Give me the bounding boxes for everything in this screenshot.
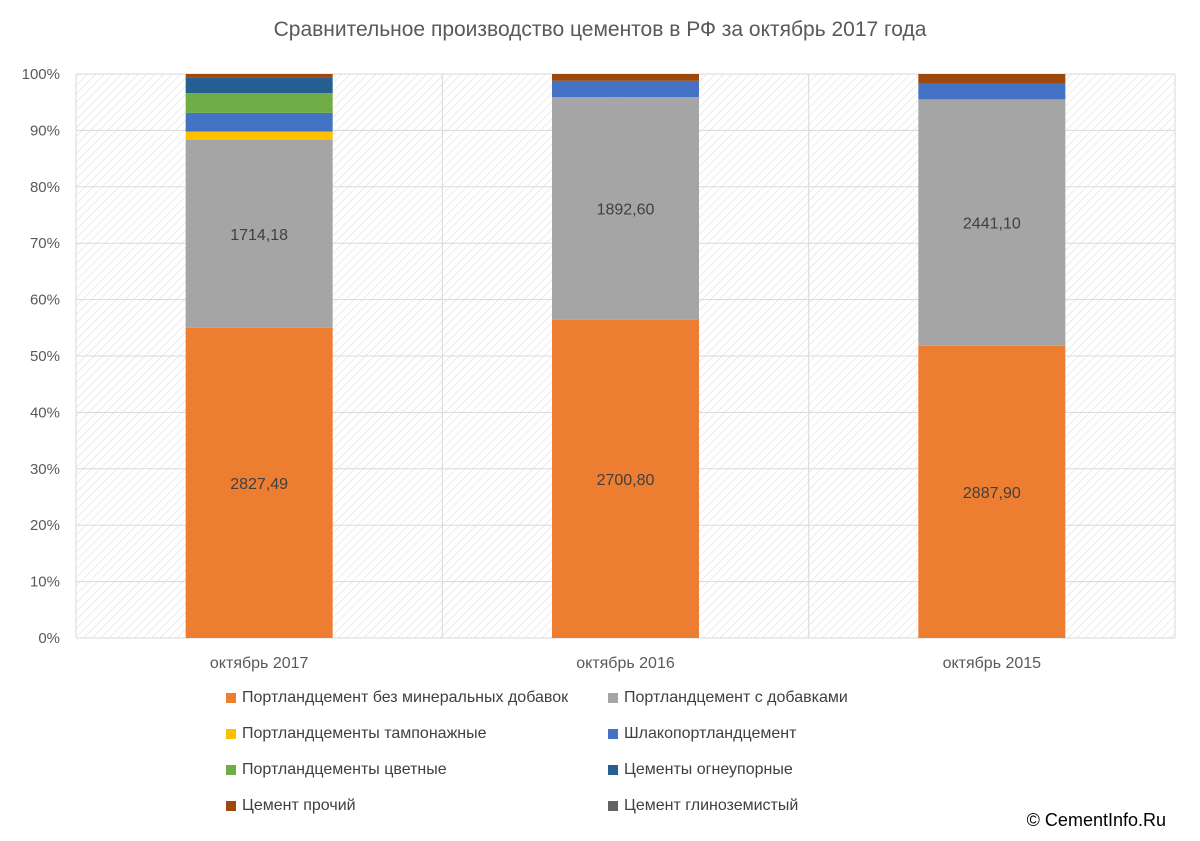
bar-segment — [185, 327, 333, 638]
x-tick-label: октябрь 2015 — [943, 655, 1042, 672]
legend-label: Портландцемент с добавками — [624, 689, 848, 706]
bar-segment — [552, 74, 699, 81]
bar-segment — [185, 93, 333, 113]
bar-segment — [552, 319, 699, 638]
bar-segment — [552, 80, 699, 98]
legend-item: Портландцементы тампонажные — [226, 722, 487, 746]
bar-segment — [918, 74, 1066, 84]
legend-label: Цемент прочий — [242, 797, 356, 814]
legend-item: Цемент прочий — [226, 794, 356, 818]
data-label: 1714,18 — [230, 227, 288, 244]
y-tick-label: 70% — [30, 235, 60, 252]
y-tick-label: 100% — [22, 66, 60, 83]
bar-segment — [918, 83, 1066, 100]
bar-segment — [185, 139, 333, 328]
legend-label: Цемент глиноземистый — [624, 797, 799, 814]
y-tick-label: 10% — [30, 574, 60, 591]
data-label: 1892,60 — [597, 202, 655, 219]
bar-segment — [185, 77, 333, 94]
legend-item: Цементы огнеупорные — [608, 758, 793, 782]
data-label: 2887,90 — [963, 485, 1021, 502]
y-tick-label: 30% — [30, 461, 60, 478]
legend-label: Портландцементы тампонажные — [242, 725, 487, 742]
bar-segment — [185, 74, 333, 78]
y-tick-label: 0% — [38, 630, 60, 647]
legend-swatch — [608, 765, 618, 775]
legend-item: Цемент глиноземистый — [608, 794, 798, 818]
bar-segment — [185, 112, 333, 132]
chart-title: Сравнительное производство цементов в РФ… — [273, 18, 927, 41]
legend-swatch — [608, 693, 618, 703]
legend-swatch — [226, 729, 236, 739]
legend-label: Шлакопортландцемент — [624, 725, 797, 742]
legend-item: Шлакопортландцемент — [608, 722, 796, 746]
legend-label: Портландцемент без минеральных добавок — [242, 689, 569, 706]
legend-item: Портландцементы цветные — [226, 758, 447, 782]
bar-segment — [185, 131, 333, 140]
bar-segment — [552, 97, 699, 320]
legend-swatch — [608, 729, 618, 739]
y-tick-label: 50% — [30, 348, 60, 365]
x-tick-label: октябрь 2016 — [576, 655, 675, 672]
legend-swatch — [226, 801, 236, 811]
copyright-text: © CementInfo.Ru — [1026, 810, 1166, 830]
legend-item: Портландцемент без минеральных добавок — [226, 686, 568, 710]
y-tick-label: 60% — [30, 292, 60, 309]
legend-swatch — [608, 801, 618, 811]
data-label: 2700,80 — [597, 472, 655, 489]
bar-segment — [918, 99, 1066, 346]
legend-label: Цементы огнеупорные — [624, 761, 793, 778]
data-label: 2441,10 — [963, 216, 1021, 233]
x-tick-label: октябрь 2017 — [210, 655, 309, 672]
legend-swatch — [226, 693, 236, 703]
legend-item: Портландцемент с добавками — [608, 686, 848, 710]
bar-segment — [918, 345, 1066, 638]
y-tick-label: 40% — [30, 404, 60, 421]
y-tick-label: 20% — [30, 517, 60, 534]
legend-swatch — [226, 765, 236, 775]
data-label: 2827,49 — [230, 476, 288, 493]
y-tick-label: 90% — [30, 122, 60, 139]
legend-label: Портландцементы цветные — [242, 761, 447, 778]
y-tick-label: 80% — [30, 179, 60, 196]
